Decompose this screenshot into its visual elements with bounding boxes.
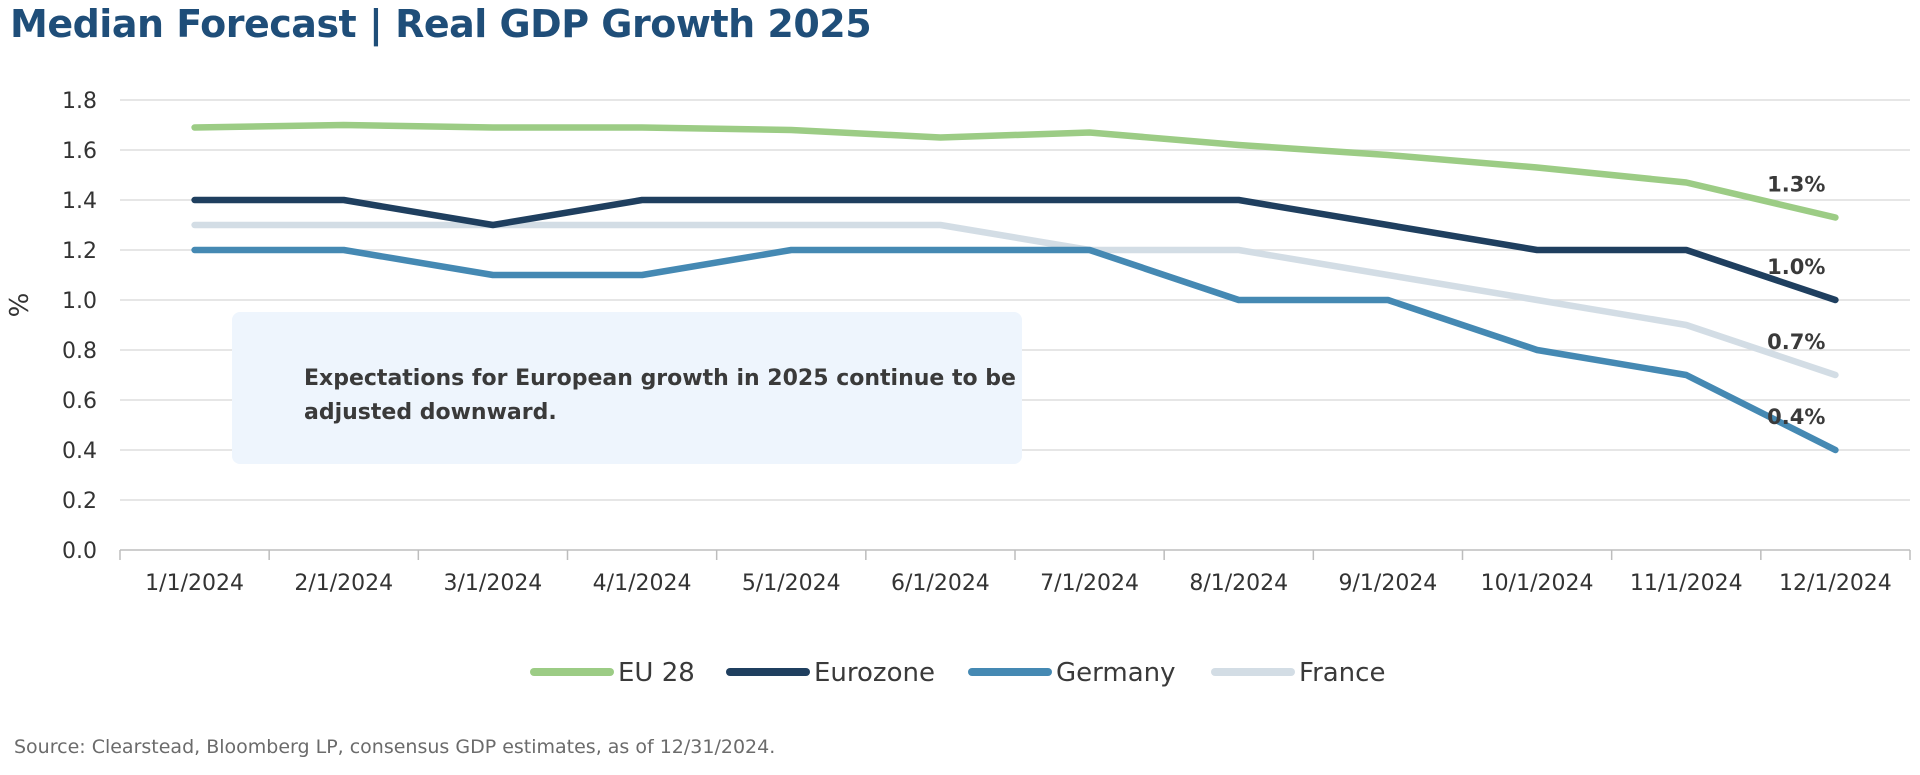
legend-label-germany: Germany [1056,658,1176,688]
annotation-text: adjusted downward. [304,400,557,425]
x-tick-label: 7/1/2024 [1040,571,1139,596]
y-tick-label: 1.0 [62,289,97,314]
x-tick-label: 2/1/2024 [294,571,393,596]
y-tick-label: 0.6 [62,389,97,414]
annotation-text: Expectations for European growth in 2025… [304,366,1016,391]
y-axis-title: % [5,293,35,318]
legend: EU 28 Eurozone Germany France [530,658,1385,688]
x-tick-label: 9/1/2024 [1339,571,1438,596]
x-tick-label: 10/1/2024 [1481,571,1594,596]
legend-label-eurozone: Eurozone [814,658,935,688]
y-tick-label: 0.8 [62,339,97,364]
y-tick-label: 1.8 [62,89,97,114]
series-line-eurozone [191,196,1839,304]
y-tick-label: 0.0 [62,539,97,564]
y-tick-label: 0.2 [62,489,97,514]
y-tick-label: 1.6 [62,139,97,164]
x-tick-label: 8/1/2024 [1189,571,1288,596]
x-axis: 1/1/2024 2/1/2024 3/1/2024 4/1/2024 5/1/2024… [119,549,1911,596]
x-tick-label: 11/1/2024 [1630,571,1743,596]
y-axis: 0.0 0.2 0.4 0.6 0.8 1.0 1.2 1.4 1.6 1.8 [62,89,97,564]
legend-label-eu-28: EU 28 [618,658,695,688]
chart-title: Median Forecast | Real GDP Growth 2025 [10,2,872,46]
end-label-eu-28: 1.3% [1767,173,1825,197]
x-tick-label: 12/1/2024 [1779,571,1892,596]
source-note: Source: Clearstead, Bloomberg LP, consen… [14,736,776,758]
annotation-background [232,312,1022,464]
series-lines [191,121,1839,454]
x-tick-label: 3/1/2024 [444,571,543,596]
y-tick-label: 1.4 [62,189,97,214]
annotation-box: Expectations for European growth in 2025… [232,312,1022,464]
end-label-germany: 0.4% [1767,405,1825,429]
x-tick-label: 5/1/2024 [742,571,841,596]
y-tick-label: 1.2 [62,239,97,264]
x-tick-label: 4/1/2024 [593,571,692,596]
end-label-eurozone: 1.0% [1767,255,1825,279]
series-line-eu-28 [191,121,1839,221]
x-tick-label: 1/1/2024 [145,571,244,596]
series-line-france [191,221,1839,379]
x-tick-label: 6/1/2024 [891,571,990,596]
end-label-france: 0.7% [1767,330,1825,354]
y-tick-label: 0.4 [62,439,97,464]
series-line-germany [191,246,1839,454]
end-labels: 1.3% 1.0% 0.4% 0.7% [1767,173,1825,430]
legend-label-france: France [1299,658,1385,688]
